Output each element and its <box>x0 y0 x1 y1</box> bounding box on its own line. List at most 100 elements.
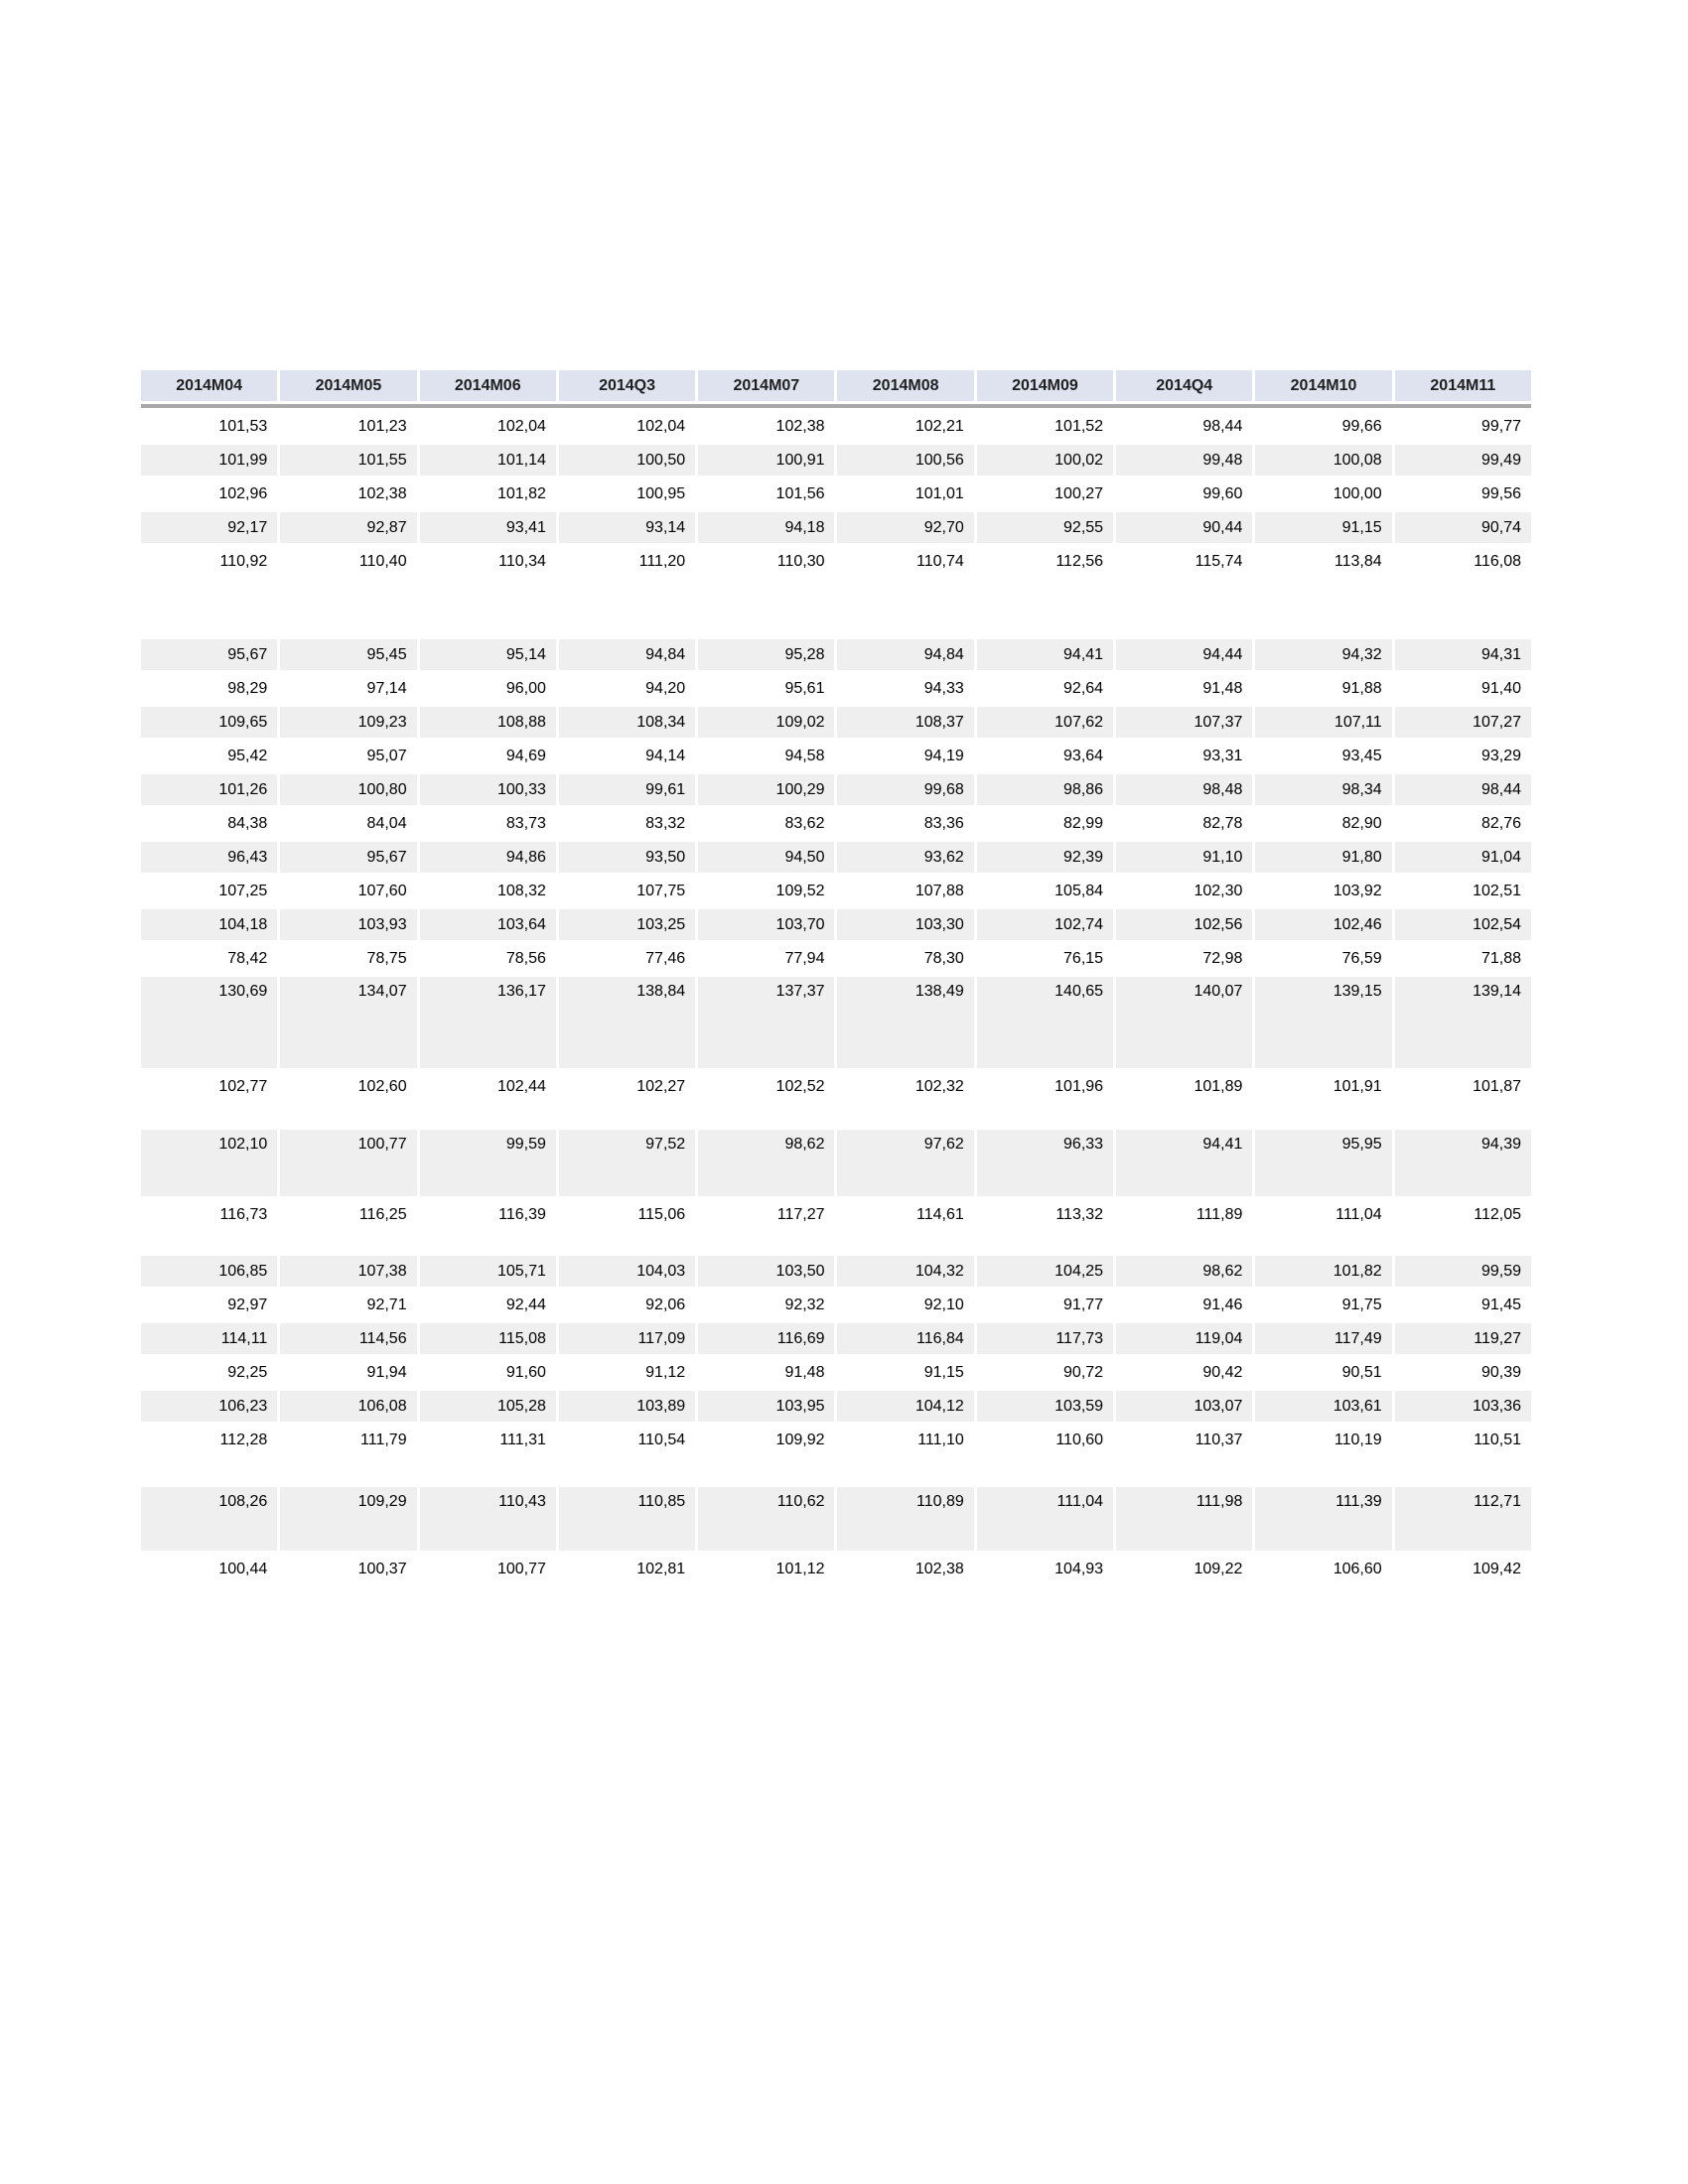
table-cell: 102,96 <box>218 484 268 502</box>
spacer-row <box>141 1105 1531 1127</box>
table-cell: 83,73 <box>505 814 546 832</box>
table-cell: 94,32 <box>1255 639 1392 670</box>
table-cell: 94,86 <box>419 842 556 873</box>
table-cell: 101,82 <box>496 484 546 502</box>
table-row: 116,73 116,25 116,39 115,06 117,27 114,61 113,… <box>141 1199 1531 1230</box>
table-cell: 110,54 <box>637 1431 686 1448</box>
table-cell: 96,43 <box>141 842 278 873</box>
table-cell: 95,67 <box>141 639 278 670</box>
table-cell: 92,06 <box>645 1296 686 1313</box>
table-cell: 95,14 <box>419 639 556 670</box>
table-cell: 104,12 <box>837 1391 974 1422</box>
table-cell: 110,89 <box>837 1487 974 1551</box>
table-row: 101,53 101,23 102,04 102,04 102,38 102,21 101,… <box>141 411 1531 442</box>
table-cell: 140,07 <box>1116 977 1253 1068</box>
column-header: 2014M11 <box>1394 370 1531 401</box>
table-cell: 100,50 <box>558 445 696 476</box>
table-row: 108,26 109,29 110,43 110,85 110,62 110,89 111,… <box>141 1487 1531 1551</box>
table-cell: 110,37 <box>1195 1431 1243 1448</box>
table-row: 101,26 100,80 100,33 99,61 100,29 99,68 98,86 9… <box>141 774 1531 805</box>
table-cell: 100,33 <box>419 774 556 805</box>
table-cell: 92,25 <box>227 1363 268 1381</box>
spacer-cell <box>141 1233 1531 1253</box>
table-cell: 76,59 <box>1341 949 1382 967</box>
table-cell: 98,62 <box>1116 1256 1253 1287</box>
table-cell: 91,94 <box>366 1363 407 1381</box>
table-cell: 104,93 <box>1055 1560 1104 1577</box>
table-cell: 100,77 <box>496 1560 546 1577</box>
table-cell: 139,15 <box>1255 977 1392 1068</box>
table-cell: 111,31 <box>499 1431 546 1448</box>
table-cell: 101,12 <box>775 1560 825 1577</box>
table-cell: 95,07 <box>366 747 407 764</box>
table-cell: 97,62 <box>837 1130 974 1196</box>
table-cell: 99,56 <box>1480 484 1521 502</box>
column-header: 2014Q4 <box>1116 370 1253 401</box>
column-header: 2014M06 <box>419 370 556 401</box>
table-cell: 109,42 <box>1473 1560 1521 1577</box>
table-cell: 93,31 <box>1202 747 1243 764</box>
table-cell: 102,81 <box>636 1560 686 1577</box>
table-cell: 94,69 <box>505 747 546 764</box>
table-cell: 110,34 <box>498 552 546 570</box>
table-cell: 83,62 <box>784 814 825 832</box>
table-cell: 98,86 <box>976 774 1114 805</box>
table-cell: 116,73 <box>219 1205 268 1223</box>
table-cell: 83,32 <box>645 814 686 832</box>
table-cell: 116,39 <box>498 1205 546 1223</box>
table-cell: 136,17 <box>419 977 556 1068</box>
table-row: 104,18 103,93 103,64 103,25 103,70 103,30 102,… <box>141 909 1531 940</box>
table-cell: 138,84 <box>558 977 696 1068</box>
table-cell: 116,84 <box>837 1323 974 1354</box>
table-cell: 107,27 <box>1394 707 1531 738</box>
table-cell: 100,95 <box>636 484 686 502</box>
table-row: 106,23 106,08 105,28 103,89 103,95 104,12 103,… <box>141 1391 1531 1422</box>
spacer-cell <box>141 1105 1531 1127</box>
table-cell: 95,67 <box>280 842 417 873</box>
table-cell: 105,28 <box>419 1391 556 1422</box>
table-row: 96,43 95,67 94,86 93,50 94,50 93,62 92,39 91,10… <box>141 842 1531 873</box>
table-cell: 97,52 <box>558 1130 696 1196</box>
table-cell: 96,33 <box>976 1130 1114 1196</box>
table-cell: 116,25 <box>358 1205 407 1223</box>
column-header: 2014M07 <box>698 370 835 401</box>
table-cell: 108,34 <box>558 707 696 738</box>
table-cell: 112,56 <box>1055 552 1104 570</box>
table-cell: 100,80 <box>280 774 417 805</box>
table-cell: 102,52 <box>775 1077 825 1095</box>
table-cell: 109,92 <box>775 1431 825 1448</box>
table-cell: 102,60 <box>357 1077 407 1095</box>
table-cell: 107,38 <box>280 1256 417 1287</box>
header-row: 2014M04 2014M05 2014M06 2014Q3 2014M07 2014M0… <box>141 370 1531 401</box>
table-cell: 91,15 <box>1255 512 1392 543</box>
table-cell: 100,77 <box>280 1130 417 1196</box>
table-row: 110,92 110,40 110,34 111,20 110,30 110,74 112,… <box>141 546 1531 577</box>
table-cell: 114,61 <box>916 1205 964 1223</box>
table-cell: 102,04 <box>496 417 546 435</box>
table-cell: 92,71 <box>366 1296 407 1313</box>
table-cell: 113,32 <box>1055 1205 1104 1223</box>
table-cell: 102,51 <box>1473 882 1521 899</box>
table-cell: 103,61 <box>1255 1391 1392 1422</box>
table-cell: 101,52 <box>1055 417 1104 435</box>
table-cell: 102,21 <box>914 417 964 435</box>
table-cell: 101,91 <box>1333 1077 1382 1095</box>
table-cell: 72,98 <box>1202 949 1243 967</box>
table-cell: 93,45 <box>1341 747 1382 764</box>
table-cell: 78,42 <box>227 949 268 967</box>
table-row: 102,96 102,38 101,82 100,95 101,56 101,01 100,… <box>141 478 1531 509</box>
table-cell: 137,37 <box>698 977 835 1068</box>
table-cell: 78,56 <box>505 949 546 967</box>
table-row: 92,25 91,94 91,60 91,12 91,48 91,15 90,72 90,42… <box>141 1357 1531 1388</box>
column-header: 2014M09 <box>976 370 1114 401</box>
header-rule-row <box>141 404 1531 408</box>
table-cell: 102,27 <box>636 1077 686 1095</box>
table-cell: 92,70 <box>837 512 974 543</box>
table-header: 2014M04 2014M05 2014M06 2014Q3 2014M07 2014M0… <box>141 370 1531 408</box>
spacer-row <box>141 1458 1531 1484</box>
table-cell: 82,90 <box>1341 814 1382 832</box>
table-cell: 90,42 <box>1202 1363 1243 1381</box>
table-cell: 102,56 <box>1116 909 1253 940</box>
table-cell: 138,49 <box>837 977 974 1068</box>
table-cell: 103,59 <box>976 1391 1114 1422</box>
